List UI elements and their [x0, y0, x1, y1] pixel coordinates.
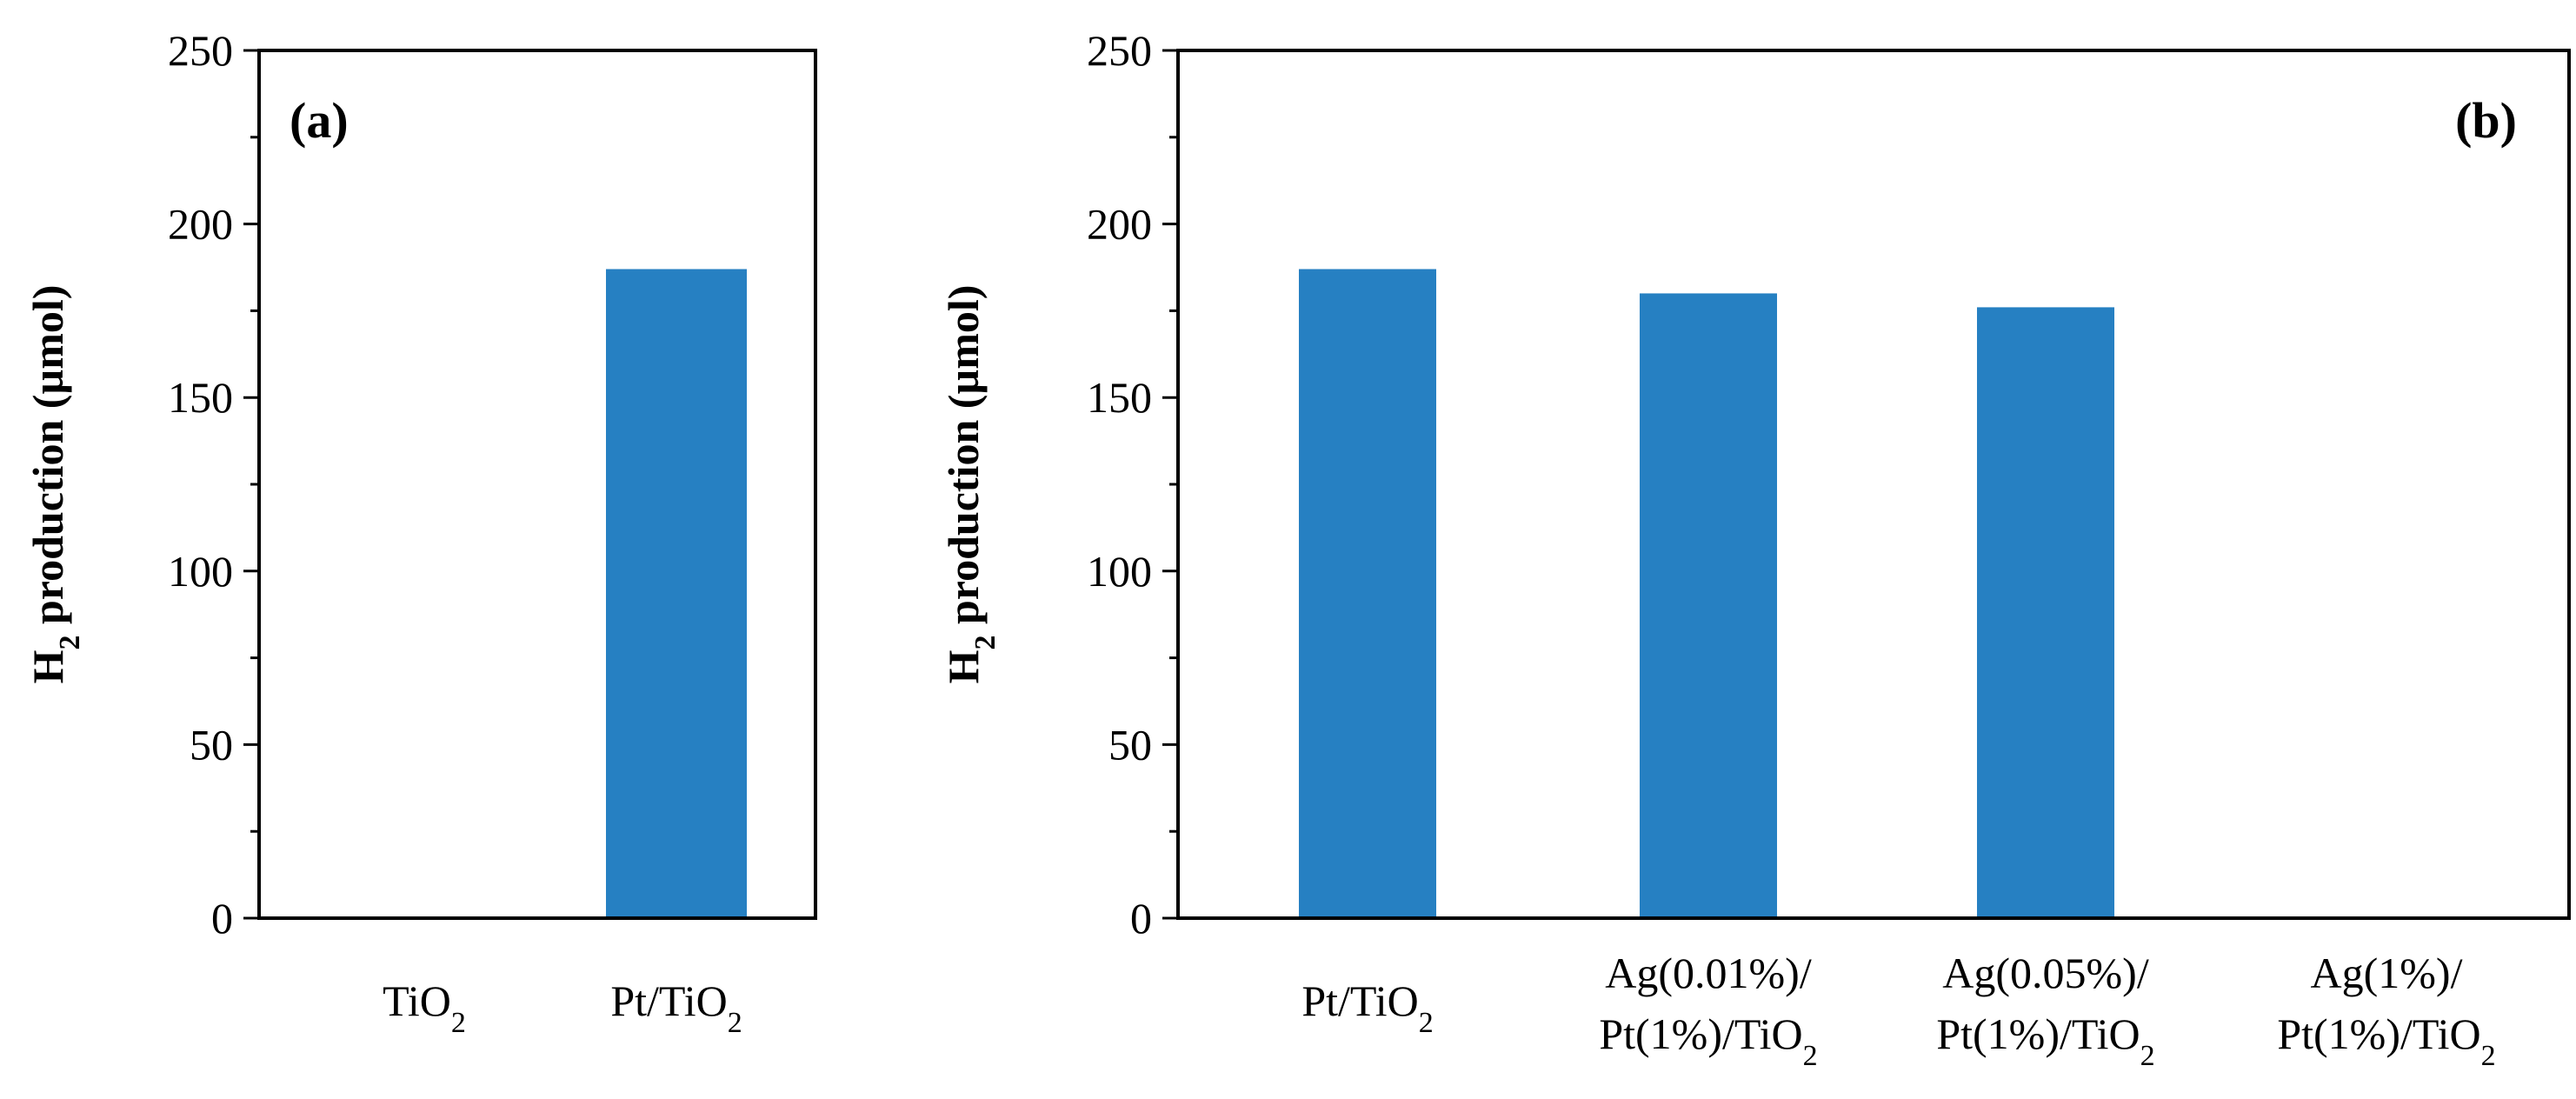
- y-tick-label: 100: [1087, 547, 1152, 596]
- category-label: Pt(1%)/TiO2: [1599, 1009, 1817, 1072]
- label-run: Ag(1%)/: [2311, 949, 2463, 997]
- label-run: H: [23, 649, 72, 683]
- panel-label: (b): [2455, 92, 2517, 149]
- label-run: 2: [1419, 1007, 1434, 1039]
- y-tick-label: 150: [168, 373, 233, 422]
- label-run: Pt/TiO: [1301, 976, 1418, 1025]
- label-run: Pt(1%)/TiO: [2277, 1009, 2480, 1058]
- label-run: 2: [1803, 1040, 1818, 1072]
- label-run: 2: [728, 1007, 742, 1039]
- y-tick-label: 200: [168, 200, 233, 249]
- y-tick-label: 0: [1130, 894, 1152, 942]
- label-run: H: [939, 649, 988, 683]
- label-run: 2: [54, 636, 86, 650]
- y-tick-label: 50: [190, 720, 233, 769]
- label-run: 2: [2140, 1040, 2155, 1072]
- category-label: Ag(0.05%)/: [1942, 949, 2149, 997]
- y-tick-label: 50: [1108, 720, 1152, 769]
- bar: [1640, 293, 1777, 918]
- y-axis-label: H2 production (µmol): [23, 285, 86, 684]
- label-run: TiO: [383, 976, 451, 1025]
- label-run: Pt/TiO: [610, 976, 727, 1025]
- label-run: production (µmol): [939, 285, 988, 636]
- bar: [1299, 269, 1436, 919]
- category-label: Pt(1%)/TiO2: [1936, 1009, 2154, 1072]
- y-tick-label: 250: [168, 26, 233, 75]
- bar: [1977, 307, 2114, 919]
- label-run: Pt(1%)/TiO: [1936, 1009, 2140, 1058]
- y-axis-label: H2 production (µmol): [939, 285, 1002, 684]
- y-tick-label: 150: [1087, 373, 1152, 422]
- label-run: Pt(1%)/TiO: [1599, 1009, 1802, 1058]
- bar: [606, 269, 747, 919]
- category-label: Pt(1%)/TiO2: [2277, 1009, 2495, 1072]
- label-run: 2: [451, 1007, 466, 1039]
- y-tick-label: 250: [1087, 26, 1152, 75]
- label-run: 2: [969, 636, 1002, 650]
- label-run: production (µmol): [23, 285, 72, 636]
- y-tick-label: 0: [211, 894, 233, 942]
- label-run: Ag(0.05%)/: [1942, 949, 2149, 997]
- label-run: 2: [2481, 1040, 2496, 1072]
- label-run: Ag(0.01%)/: [1605, 949, 1812, 997]
- category-label: Pt/TiO2: [610, 976, 742, 1039]
- y-tick-label: 100: [168, 547, 233, 596]
- category-label: TiO2: [383, 976, 466, 1039]
- category-label: Pt/TiO2: [1301, 976, 1433, 1039]
- panel-label: (a): [290, 92, 349, 149]
- category-label: Ag(0.01%)/: [1605, 949, 1812, 997]
- y-tick-label: 200: [1087, 200, 1152, 249]
- category-label: Ag(1%)/: [2311, 949, 2463, 997]
